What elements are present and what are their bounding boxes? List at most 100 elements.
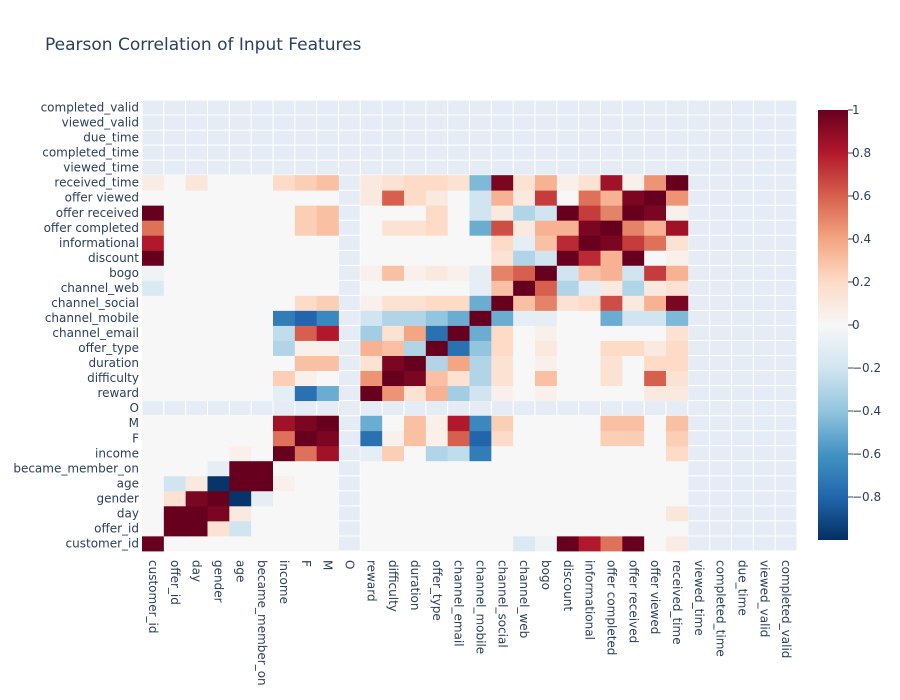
heatmap-cell: [578, 220, 601, 236]
heatmap-cell: [666, 190, 689, 206]
heatmap-cell: [666, 265, 689, 281]
heatmap-cell: [447, 340, 470, 356]
heatmap-cell: [251, 385, 274, 402]
heatmap-cell: [600, 175, 623, 191]
heatmap-cell: [447, 220, 470, 236]
heatmap-cell: [447, 430, 470, 447]
heatmap-cell: [535, 205, 558, 221]
heatmap-cell: [600, 535, 623, 552]
y-tick-label: F: [132, 431, 139, 445]
heatmap-cell: [513, 520, 536, 537]
heatmap-cell: [491, 250, 514, 266]
heatmap-cell: [666, 370, 689, 387]
heatmap-cell: [600, 280, 623, 296]
heatmap-cell: [142, 370, 165, 387]
heatmap-cell: [316, 250, 339, 266]
heatmap-cell: [273, 415, 296, 432]
heatmap-cell: [535, 310, 558, 326]
heatmap-cell: [316, 205, 339, 221]
heatmap-cell: [556, 385, 580, 402]
heatmap-cell: [273, 460, 296, 477]
heatmap-cell: [229, 535, 252, 552]
heatmap-cell: [404, 295, 427, 311]
heatmap-cell: [142, 220, 165, 236]
x-tick-label: viewed_time: [692, 560, 706, 636]
heatmap-cell: [491, 460, 514, 477]
heatmap-cell: [469, 295, 492, 311]
heatmap-cell: [163, 475, 187, 492]
heatmap-cell: [666, 310, 689, 326]
heatmap-cell: [251, 280, 274, 296]
heatmap-cell: [556, 235, 580, 251]
heatmap-cell: [556, 520, 580, 537]
heatmap-cell: [360, 490, 383, 507]
heatmap-cell: [447, 295, 470, 311]
heatmap-cell: [622, 475, 645, 492]
heatmap-cell: [273, 295, 296, 311]
heatmap-cell: [185, 460, 208, 477]
heatmap-cell: [556, 250, 580, 266]
heatmap-cell: [294, 430, 318, 447]
colorbar-tick-label: −0.6: [852, 447, 881, 461]
heatmap-cell: [491, 235, 514, 251]
y-tick-label: gender: [96, 491, 139, 505]
heatmap-cell: [294, 415, 318, 432]
heatmap-cell: [360, 430, 383, 447]
heatmap-cell: [404, 220, 427, 236]
heatmap-cell: [578, 355, 601, 371]
heatmap-cell: [207, 535, 230, 552]
heatmap-cell: [360, 445, 383, 462]
heatmap-cell: [294, 250, 318, 266]
heatmap-cell: [229, 430, 252, 447]
heatmap-cell: [644, 340, 667, 356]
heatmap-cell: [600, 295, 623, 311]
heatmap-cell: [142, 490, 165, 507]
heatmap-cell: [207, 355, 230, 371]
heatmap-cell: [207, 490, 230, 507]
heatmap-cell: [622, 370, 645, 387]
heatmap-cell: [382, 535, 405, 552]
heatmap-cell: [666, 460, 689, 477]
heatmap-cell: [469, 340, 492, 356]
heatmap-cell: [404, 235, 427, 251]
heatmap-cell: [273, 385, 296, 402]
heatmap-cell: [294, 535, 318, 552]
heatmap-cell: [513, 205, 536, 221]
heatmap-cell: [469, 190, 492, 206]
heatmap-cell: [513, 295, 536, 311]
heatmap-cell: [185, 295, 208, 311]
heatmap-cell: [316, 280, 339, 296]
heatmap-cell: [294, 280, 318, 296]
y-tick-label: channel_mobile: [45, 311, 139, 325]
heatmap-cell: [469, 385, 492, 402]
heatmap-cell: [447, 445, 470, 462]
x-tick-label: reward: [364, 560, 378, 602]
heatmap-cell: [163, 235, 187, 251]
heatmap-cell: [556, 490, 580, 507]
heatmap-cell: [273, 310, 296, 326]
heatmap-cell: [447, 325, 470, 341]
heatmap-cell: [207, 475, 230, 492]
heatmap-cell: [556, 280, 580, 296]
heatmap-cell: [578, 490, 601, 507]
heatmap-cell: [294, 205, 318, 221]
x-tick-label: bogo: [539, 560, 553, 590]
heatmap-cell: [316, 175, 339, 191]
heatmap-cell: [142, 235, 165, 251]
heatmap-cell: [556, 325, 580, 341]
colorbar-tick-label: 0.2: [852, 275, 871, 289]
heatmap-cell: [163, 265, 187, 281]
heatmap-cell: [229, 460, 252, 477]
heatmap-cell: [316, 505, 339, 522]
heatmap-cell: [273, 235, 296, 251]
heatmap-cell: [644, 370, 667, 387]
heatmap-cell: [600, 385, 623, 402]
heatmap-cell: [382, 370, 405, 387]
heatmap-cell: [578, 325, 601, 341]
heatmap-cell: [294, 520, 318, 537]
heatmap-cell: [251, 355, 274, 371]
heatmap-cell: [404, 415, 427, 432]
heatmap-cell: [273, 205, 296, 221]
y-tick-label: O: [130, 401, 139, 415]
heatmap-cell: [316, 430, 339, 447]
